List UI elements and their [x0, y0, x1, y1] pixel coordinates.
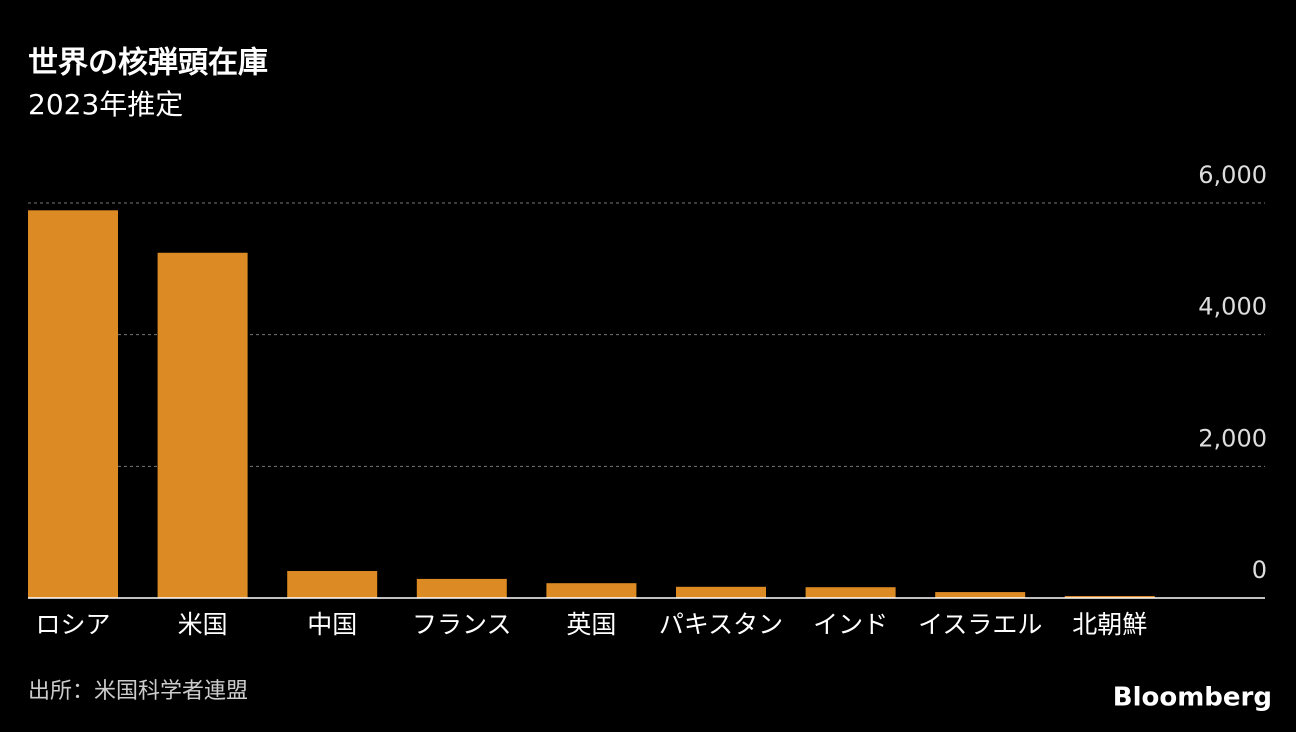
x-tick-label: パキスタン — [659, 610, 783, 639]
y-tick-label: 6,000 — [1198, 161, 1267, 189]
bar — [546, 583, 637, 598]
y-tick-label: 0 — [1252, 556, 1267, 584]
bar — [28, 210, 118, 598]
x-tick-label: 英国 — [566, 610, 616, 639]
x-tick-label: フランス — [412, 610, 512, 639]
bar — [416, 578, 507, 598]
source: 出所：米国科学者連盟 — [28, 679, 248, 704]
bar — [287, 571, 378, 598]
x-tick-label: 北朝鮮 — [1072, 610, 1147, 639]
bar — [805, 587, 896, 598]
chart-title: 世界の核弾頭在庫 — [28, 46, 268, 81]
y-tick-label: 2,000 — [1198, 424, 1267, 452]
bar — [157, 252, 248, 598]
x-tick-label: イスラエル — [918, 610, 1042, 639]
x-tick-label: 米国 — [178, 610, 228, 639]
logo: Bloomberg — [1113, 683, 1272, 713]
bar — [1064, 596, 1155, 598]
bar — [676, 586, 766, 598]
bar — [935, 592, 1026, 598]
y-tick-label: 4,000 — [1198, 293, 1267, 321]
chart-subtitle: 2023年推定 — [28, 88, 183, 121]
x-tick-label: ロシア — [35, 610, 110, 639]
x-tick-label: インド — [813, 610, 888, 639]
x-tick-label: 中国 — [307, 610, 357, 639]
